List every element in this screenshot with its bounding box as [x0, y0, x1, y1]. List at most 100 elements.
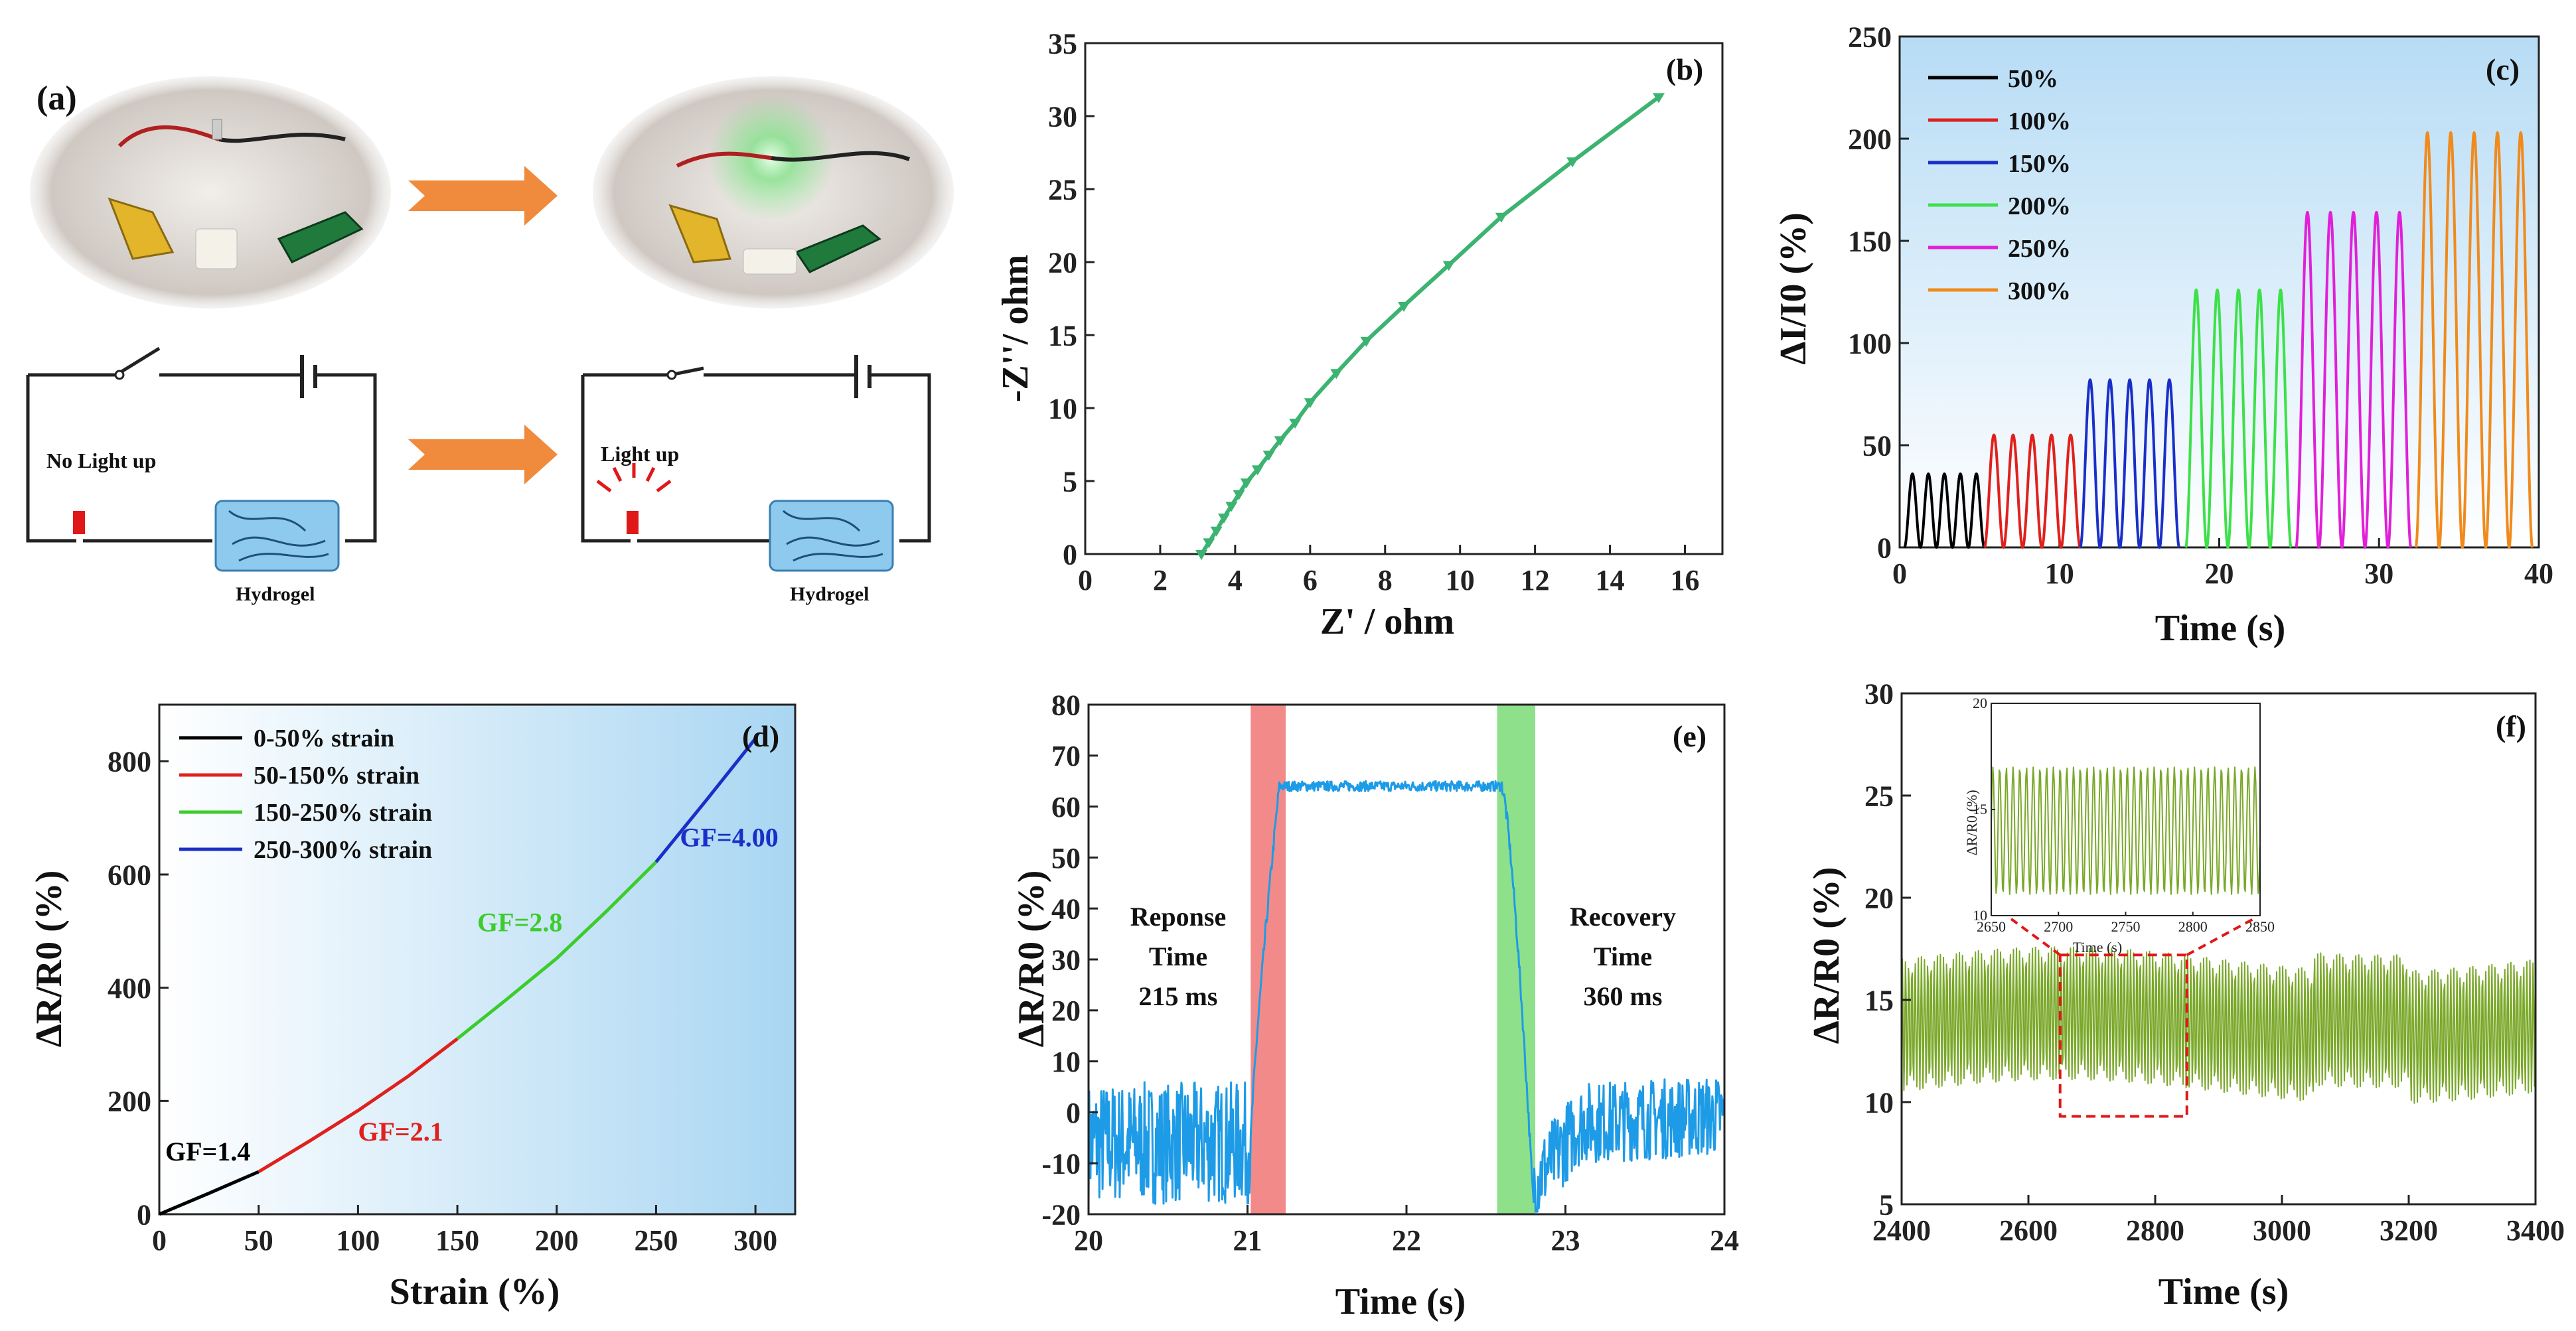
eis-marker — [1398, 302, 1410, 312]
hydrogel-label-right: Hydrogel — [790, 583, 869, 605]
inset-xlabel: Time (s) — [2073, 939, 2122, 955]
panel-f-label: (f) — [2496, 709, 2526, 743]
inset-y-tick-label: 10 — [1973, 907, 1987, 924]
hydrogel-label-left: Hydrogel — [236, 583, 315, 605]
response-line-1: Reponse — [1130, 902, 1226, 932]
signal-line — [1901, 946, 2536, 1104]
legend-label: 250-300% strain — [254, 836, 432, 864]
x-tick-label: 2800 — [2126, 1214, 2184, 1247]
photo-on — [593, 76, 954, 309]
y-tick-label: 800 — [108, 746, 151, 778]
x-tick-label: 16 — [1671, 564, 1700, 596]
x-tick-label: 0 — [152, 1224, 167, 1257]
series-100% — [1983, 433, 2082, 549]
hydrogel-block-left — [214, 500, 340, 572]
series-200% — [2184, 288, 2293, 549]
x-tick-label: 3200 — [2380, 1214, 2438, 1247]
e-ylabel: ΔR/R0 (%) — [1011, 871, 1052, 1048]
eis-marker — [1566, 157, 1579, 168]
x-tick-label: 14 — [1596, 564, 1625, 596]
eis-marker — [1195, 550, 1208, 560]
inset-x-tick-label: 2800 — [2178, 918, 2208, 935]
x-tick-label: 10 — [1446, 564, 1475, 596]
x-tick-label: 200 — [535, 1224, 579, 1257]
plot-d: 0 50 100 150 200 250 300 0 200 400 600 800 GF=1.4 GF=… — [108, 703, 796, 1257]
x-tick-label: 10 — [2045, 557, 2074, 590]
d-xlabel: Strain (%) — [390, 1271, 560, 1312]
y-tick-label: 0 — [1877, 531, 1892, 564]
y-tick-label: 70 — [1051, 740, 1081, 772]
y-tick-label: 0 — [1063, 538, 1077, 571]
legend-label: 300% — [2008, 277, 2071, 305]
y-tick-label: 250 — [1848, 21, 1892, 53]
y-tick-label: 30 — [1051, 944, 1081, 976]
eis-marker — [1442, 261, 1455, 271]
f-ylabel: ΔR/R0 (%) — [1806, 867, 1847, 1044]
inset-x-tick-label: 2650 — [1977, 918, 2006, 935]
legend-label: 100% — [2008, 107, 2071, 135]
x-tick-label: 0 — [1892, 557, 1907, 590]
panel-a-label: (a) — [37, 80, 77, 117]
axes-frame — [1084, 42, 1724, 555]
x-tick-label: 20 — [2205, 557, 2234, 590]
eis-marker — [1203, 538, 1215, 549]
x-tick-label: 3000 — [2253, 1214, 2311, 1247]
panel-d-label: (d) — [742, 719, 779, 753]
legend-d: 0-50% strain 50-150% strain 150-250% strai… — [179, 725, 432, 864]
x-tick-label: 21 — [1233, 1224, 1262, 1257]
legend-label: 200% — [2008, 192, 2071, 220]
no-light-label: No Light up — [46, 449, 156, 472]
y-tick-label: 30 — [1864, 677, 1894, 710]
c-xlabel: Time (s) — [2155, 608, 2286, 649]
y-tick-label: 40 — [1051, 893, 1081, 926]
y-tick-label: 15 — [1864, 984, 1894, 1016]
series-line — [258, 1037, 459, 1174]
inset-x-tick-label: 2750 — [2111, 918, 2141, 935]
zoom-box — [2058, 953, 2188, 1118]
panel-d: 0 50 100 150 200 250 300 0 200 400 600 800 GF=1.4 GF=… — [29, 703, 796, 1312]
legend-c: 50% 100% 150% 200% 250% 300% — [1928, 65, 2071, 305]
plot-c: 0 10 20 30 40 0 50 100 150 200 250 — [1848, 21, 2553, 590]
x-tick-label: 8 — [1378, 564, 1393, 596]
x-tick-label: 100 — [336, 1224, 380, 1257]
response-band — [1250, 705, 1286, 1214]
axes-frame — [1900, 692, 2537, 1206]
y-tick-label: 60 — [1051, 791, 1081, 823]
eis-marker — [1262, 451, 1275, 461]
y-tick-label: -10 — [1041, 1148, 1081, 1180]
legend-label: 50-150% strain — [254, 762, 419, 790]
eis-marker — [1653, 93, 1665, 104]
recovery-line-2: Time — [1594, 942, 1652, 971]
x-tick-label: 6 — [1303, 564, 1318, 596]
x-tick-label: 2400 — [1872, 1214, 1931, 1247]
arrow-bottom — [408, 425, 558, 484]
x-tick-label: 22 — [1392, 1224, 1421, 1257]
y-tick-label: 25 — [1048, 173, 1077, 206]
series-line — [654, 737, 757, 863]
y-tick-label: -20 — [1041, 1198, 1081, 1231]
plot-b: 0 2 4 6 8 10 12 14 16 0 5 10 15 20 25 30 35 — [1048, 27, 1724, 596]
y-tick-label: 5 — [1063, 465, 1077, 498]
x-tick-label: 2 — [1153, 564, 1168, 596]
inset-x-tick-label: 2700 — [2044, 918, 2073, 935]
inset-y-tick-label: 20 — [1973, 695, 1987, 711]
series-50% — [1903, 472, 1986, 549]
x-tick-label: 50 — [244, 1224, 273, 1257]
y-tick-label: 25 — [1864, 780, 1894, 812]
y-tick-label: 100 — [1848, 327, 1892, 360]
gf-annotation: GF=4.00 — [680, 822, 778, 852]
eis-marker — [1233, 490, 1245, 500]
plot-e: 20 21 22 23 24 -20 -10 0 10 20 30 40 50 60 70 80 — [1041, 689, 1739, 1257]
y-tick-label: 0 — [137, 1198, 151, 1231]
x-tick-label: 30 — [2364, 557, 2393, 590]
y-tick-label: 400 — [108, 972, 151, 1005]
legend-label: 150% — [2008, 150, 2071, 178]
arrow-top — [408, 166, 558, 226]
x-tick-label: 4 — [1228, 564, 1243, 596]
f-xlabel: Time (s) — [2159, 1271, 2289, 1312]
x-tick-label: 300 — [733, 1224, 777, 1257]
series-150% — [2079, 378, 2180, 549]
d-ylabel: ΔR/R0 (%) — [29, 871, 70, 1048]
y-tick-label: 10 — [1051, 1046, 1081, 1078]
